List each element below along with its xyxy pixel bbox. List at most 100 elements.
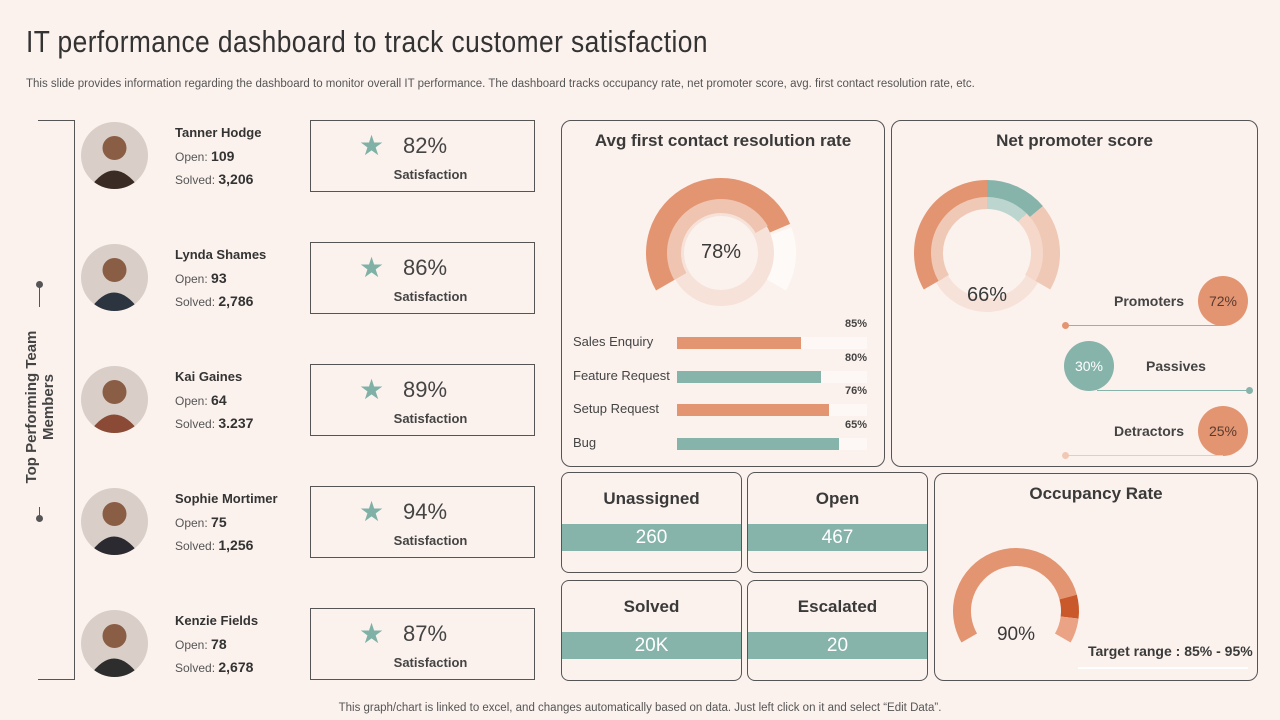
- tile-value: 20K: [562, 632, 741, 659]
- solved-count: 2,678: [218, 659, 254, 675]
- open-count: 64: [211, 392, 227, 408]
- stat-tile: Solved 20K: [561, 580, 742, 681]
- dot: [1246, 387, 1253, 394]
- satisfaction-label: Satisfaction: [393, 655, 468, 670]
- satisfaction-box: ★ 82% Satisfaction: [310, 120, 535, 192]
- passives-label: Passives: [1146, 358, 1206, 374]
- bar-fill: [677, 337, 801, 349]
- inner-arc: [931, 197, 988, 281]
- fcr-gauge: [646, 178, 796, 306]
- solved-count: 1,256: [218, 537, 254, 553]
- member-solved: Solved: 3,206: [175, 171, 253, 187]
- open-label: Open:: [175, 394, 208, 408]
- passives-bubble: 30%: [1064, 341, 1114, 391]
- member-name: Kai Gaines: [175, 369, 243, 384]
- satisfaction-value: 94%: [403, 499, 448, 524]
- occupancy-arc: [953, 548, 1077, 643]
- member-name: Kenzie Fields: [175, 613, 259, 628]
- member-solved: Solved: 2,786: [175, 293, 253, 309]
- nps-card: Net promoter score 66% Promoters 72% 30%…: [891, 120, 1258, 467]
- bar-value: 80%: [844, 351, 867, 364]
- satisfaction-value: 82%: [403, 133, 448, 158]
- dot: [36, 515, 43, 522]
- passive-arc: [986, 180, 1043, 221]
- inner-arc: [986, 197, 1027, 223]
- star-icon: ★: [359, 130, 385, 161]
- star-icon: ★: [359, 374, 385, 405]
- promoters-label: Promoters: [1114, 293, 1185, 309]
- solved-count: 2,786: [218, 293, 254, 309]
- tile-value: 467: [748, 524, 927, 551]
- solved-label: Solved:: [175, 539, 216, 553]
- bar-track: [677, 437, 867, 450]
- bar-track: [677, 404, 867, 416]
- avatar: [81, 366, 148, 433]
- open-count: 93: [211, 270, 227, 286]
- solved-count: 3.237: [218, 415, 254, 431]
- tile-label: Unassigned: [603, 489, 700, 508]
- nps-gauge: [914, 180, 1060, 312]
- nps-title: Net promoter score: [996, 131, 1153, 150]
- dot: [1062, 452, 1069, 459]
- bar-label: Sales Enquiry: [573, 334, 654, 349]
- solved-label: Solved:: [175, 661, 216, 675]
- detractors-label: Detractors: [1114, 423, 1185, 439]
- bar-track: [677, 370, 867, 383]
- member-open: Open: 64: [175, 392, 227, 408]
- promoters-bubble: 72%: [1198, 276, 1248, 326]
- satisfaction-value: 86%: [403, 255, 448, 280]
- tile-value: 20: [748, 632, 927, 659]
- fcr-card: Avg first contact resolution rate 78% Sa…: [561, 120, 885, 467]
- solved-label: Solved:: [175, 295, 216, 309]
- nps-value: 66%: [966, 284, 1008, 306]
- detractor-arc: [914, 180, 988, 290]
- page-title: IT performance dashboard to track custom…: [26, 24, 708, 59]
- footer-note: This graph/chart is linked to excel, and…: [338, 702, 942, 714]
- bar-value: 85%: [844, 318, 867, 330]
- bar-label: Bug: [573, 434, 597, 450]
- open-label: Open:: [175, 516, 208, 530]
- occupancy-card: Occupancy Rate 90% Target range : 85% - …: [934, 473, 1258, 681]
- open-label: Open:: [175, 150, 208, 164]
- avatar: [81, 122, 148, 189]
- member-solved: Solved: 1,256: [175, 537, 253, 553]
- satisfaction-box: ★ 87% Satisfaction: [310, 608, 535, 680]
- target-line: [1078, 667, 1248, 669]
- bar-label: Feature Request: [573, 367, 670, 383]
- solved-label: Solved:: [175, 417, 216, 431]
- stat-tile: Open 467: [747, 472, 928, 573]
- satisfaction-value: 89%: [403, 377, 448, 402]
- bar-value: 76%: [844, 385, 867, 397]
- star-icon: ★: [359, 618, 385, 649]
- team-section-label: Top Performing Team Members: [23, 307, 57, 507]
- satisfaction-label: Satisfaction: [393, 411, 468, 426]
- solved-label: Solved:: [175, 173, 216, 187]
- open-label: Open:: [175, 272, 208, 286]
- tile-label: Escalated: [797, 597, 878, 616]
- fcr-value: 78%: [700, 241, 742, 263]
- satisfaction-box: ★ 94% Satisfaction: [310, 486, 535, 558]
- bar-fill: [677, 437, 839, 450]
- open-label: Open:: [175, 638, 208, 652]
- tile-value: 260: [562, 524, 741, 551]
- member-solved: Solved: 3.237: [175, 415, 253, 431]
- member-open: Open: 78: [175, 636, 227, 652]
- avatar: [81, 610, 148, 677]
- open-count: 75: [211, 514, 227, 530]
- bar-label: Setup Request: [573, 401, 660, 416]
- member-name: Tanner Hodge: [175, 125, 262, 140]
- promoter-arc: [1025, 206, 1060, 290]
- avatar: [81, 244, 148, 311]
- member-solved: Solved: 2,678: [175, 659, 253, 675]
- bar-value: 65%: [844, 418, 867, 431]
- bar-fill: [677, 404, 829, 416]
- occupancy-gauge: [953, 548, 1079, 643]
- star-icon: ★: [359, 496, 385, 527]
- detractors-line: [1065, 455, 1223, 456]
- gauge-track: [935, 275, 1039, 312]
- stat-tile: Unassigned 260: [561, 472, 742, 573]
- target-arc: [1059, 594, 1079, 619]
- inner-arc: [1017, 213, 1043, 281]
- member-open: Open: 93: [175, 270, 227, 286]
- member-open: Open: 75: [175, 514, 227, 530]
